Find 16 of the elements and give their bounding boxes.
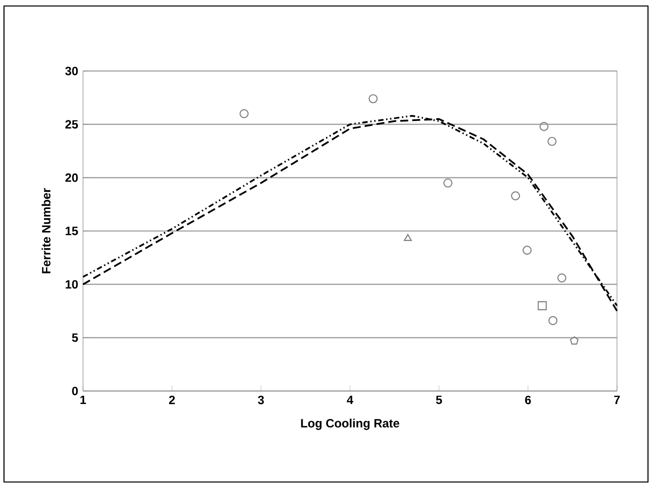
x-tick-label: 7 xyxy=(614,396,620,404)
y-tick-label: 20 xyxy=(65,173,78,182)
y-tick-label: 0 xyxy=(72,386,78,396)
y-tick-label: 10 xyxy=(66,280,78,289)
y-tick-label: 25 xyxy=(65,120,78,129)
x-axis-title: Log Cooling Rate xyxy=(301,418,400,430)
y-axis-title: Ferrite Number xyxy=(42,188,50,274)
y-tick-label: 5 xyxy=(72,333,78,342)
x-tick-label: 5 xyxy=(436,396,442,404)
x-tick-label: 2 xyxy=(169,396,175,404)
x-tick-label: 3 xyxy=(258,396,264,404)
x-tick-label: 1 xyxy=(80,396,86,404)
y-tick-label: 30 xyxy=(65,66,78,76)
x-tick-label: 6 xyxy=(525,396,531,404)
x-tick-label: 4 xyxy=(346,396,354,404)
y-tick-label: 15 xyxy=(66,226,78,236)
